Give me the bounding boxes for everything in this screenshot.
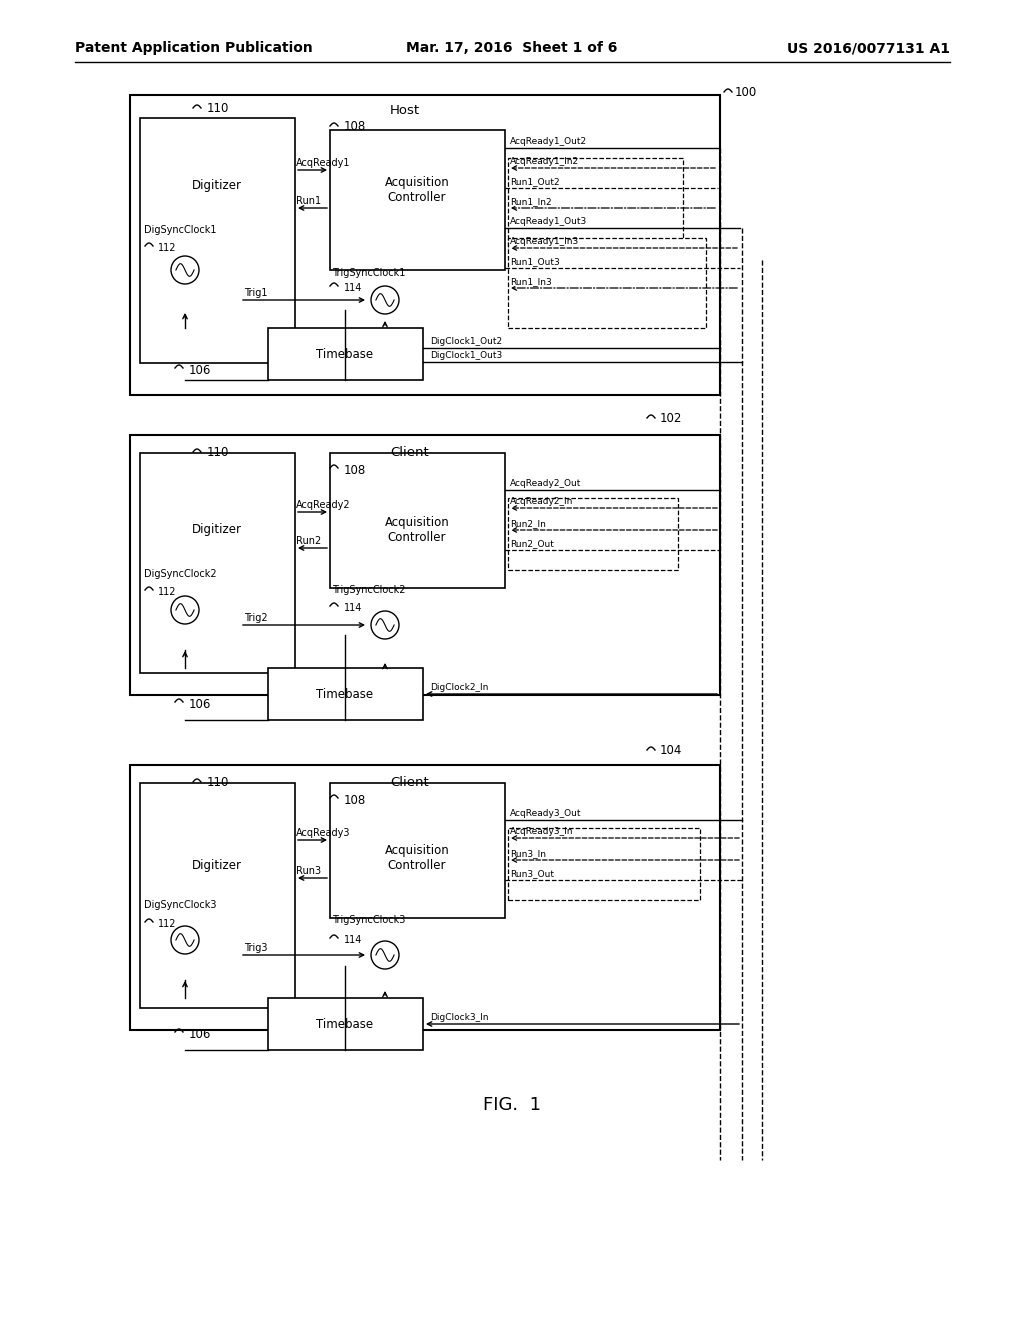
Text: FIG.  1: FIG. 1 xyxy=(483,1096,541,1114)
Text: 108: 108 xyxy=(344,793,367,807)
Text: TrigSyncClock3: TrigSyncClock3 xyxy=(332,915,406,925)
Text: 110: 110 xyxy=(207,446,229,458)
Text: AcqReady1_Out2: AcqReady1_Out2 xyxy=(510,137,587,147)
Text: DigSyncClock3: DigSyncClock3 xyxy=(144,900,216,909)
Text: 112: 112 xyxy=(158,919,176,929)
Text: Acquisition
Controller: Acquisition Controller xyxy=(385,176,450,205)
Text: Digitizer: Digitizer xyxy=(193,524,242,536)
Text: AcqReady2_Out: AcqReady2_Out xyxy=(510,479,582,488)
Text: AcqReady3: AcqReady3 xyxy=(296,828,350,838)
Bar xyxy=(330,129,505,271)
Bar xyxy=(268,998,423,1049)
Text: AcqReady1: AcqReady1 xyxy=(296,158,350,168)
Text: Run1: Run1 xyxy=(296,195,322,206)
Text: 112: 112 xyxy=(158,243,176,253)
Text: AcqReady1_In3: AcqReady1_In3 xyxy=(510,238,580,247)
Text: DigSyncClock1: DigSyncClock1 xyxy=(144,224,216,235)
Bar xyxy=(508,828,700,900)
Text: Acquisition
Controller: Acquisition Controller xyxy=(385,843,450,873)
Text: 106: 106 xyxy=(189,1027,211,1040)
Text: AcqReady2: AcqReady2 xyxy=(296,500,350,510)
Text: Host: Host xyxy=(390,103,420,116)
Text: AcqReady1_Out3: AcqReady1_Out3 xyxy=(510,218,587,227)
Text: AcqReady1_In2: AcqReady1_In2 xyxy=(510,157,580,166)
Text: 108: 108 xyxy=(344,120,367,132)
Text: Timebase: Timebase xyxy=(316,347,374,360)
Text: Mar. 17, 2016  Sheet 1 of 6: Mar. 17, 2016 Sheet 1 of 6 xyxy=(407,41,617,55)
Bar xyxy=(508,238,706,327)
Text: Run2_Out: Run2_Out xyxy=(510,540,554,549)
Text: DigClock1_Out2: DigClock1_Out2 xyxy=(430,338,502,346)
Text: DigSyncClock2: DigSyncClock2 xyxy=(144,569,217,579)
Text: TrigSyncClock2: TrigSyncClock2 xyxy=(332,585,406,595)
Text: Patent Application Publication: Patent Application Publication xyxy=(75,41,312,55)
Text: Run1_In3: Run1_In3 xyxy=(510,277,552,286)
Bar xyxy=(130,436,720,696)
Text: Trig1: Trig1 xyxy=(244,288,267,298)
Text: 106: 106 xyxy=(189,697,211,710)
Text: DigClock3_In: DigClock3_In xyxy=(430,1014,488,1023)
Bar xyxy=(330,783,505,917)
Bar xyxy=(140,453,295,673)
Bar xyxy=(268,668,423,719)
Text: DigClock1_Out3: DigClock1_Out3 xyxy=(430,351,502,360)
Text: AcqReady2_In: AcqReady2_In xyxy=(510,498,573,507)
Text: AcqReady3_Out: AcqReady3_Out xyxy=(510,809,582,818)
Text: Run3_Out: Run3_Out xyxy=(510,870,554,879)
Bar xyxy=(140,117,295,363)
Text: Digitizer: Digitizer xyxy=(193,858,242,871)
Text: Run1_Out3: Run1_Out3 xyxy=(510,257,560,267)
Text: Digitizer: Digitizer xyxy=(193,178,242,191)
Text: Run2_In: Run2_In xyxy=(510,520,546,528)
Text: 102: 102 xyxy=(660,412,682,425)
Text: 100: 100 xyxy=(735,86,758,99)
Text: 110: 110 xyxy=(207,776,229,788)
Text: Run2: Run2 xyxy=(296,536,322,546)
Text: 110: 110 xyxy=(207,102,229,115)
Text: 106: 106 xyxy=(189,363,211,376)
Bar xyxy=(268,327,423,380)
Text: 108: 108 xyxy=(344,463,367,477)
Text: Trig3: Trig3 xyxy=(244,942,267,953)
Text: 114: 114 xyxy=(344,603,362,612)
Bar xyxy=(330,453,505,587)
Text: Acquisition
Controller: Acquisition Controller xyxy=(385,516,450,544)
Text: US 2016/0077131 A1: US 2016/0077131 A1 xyxy=(787,41,950,55)
Text: 114: 114 xyxy=(344,282,362,293)
Text: Trig2: Trig2 xyxy=(244,612,267,623)
Text: Client: Client xyxy=(390,776,429,788)
Bar xyxy=(508,158,683,248)
Bar xyxy=(508,498,678,570)
Text: Client: Client xyxy=(390,446,429,458)
Bar xyxy=(130,95,720,395)
Text: Run1_In2: Run1_In2 xyxy=(510,198,552,206)
Text: Run3_In: Run3_In xyxy=(510,850,546,858)
Bar xyxy=(130,766,720,1030)
Text: 104: 104 xyxy=(660,743,682,756)
Bar xyxy=(140,783,295,1008)
Text: TrigSyncClock1: TrigSyncClock1 xyxy=(332,268,406,279)
Text: Run3: Run3 xyxy=(296,866,322,876)
Text: AcqReady3_In: AcqReady3_In xyxy=(510,828,573,837)
Text: 112: 112 xyxy=(158,587,176,597)
Text: Timebase: Timebase xyxy=(316,688,374,701)
Text: 114: 114 xyxy=(344,935,362,945)
Text: Timebase: Timebase xyxy=(316,1018,374,1031)
Text: DigClock2_In: DigClock2_In xyxy=(430,684,488,693)
Text: Run1_Out2: Run1_Out2 xyxy=(510,177,560,186)
